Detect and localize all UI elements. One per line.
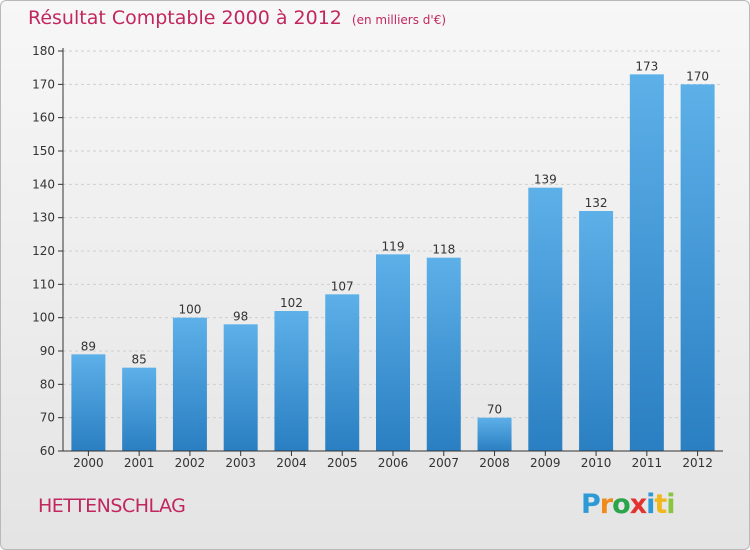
data-label-2006: 119 bbox=[382, 239, 405, 253]
y-tick-label-70: 70 bbox=[40, 411, 55, 425]
data-label-2004: 102 bbox=[280, 296, 303, 310]
chart-subtitle: (en milliers d'€) bbox=[351, 13, 447, 27]
chart-title: Résultat Comptable 2000 à 2012 (en millie… bbox=[28, 7, 446, 29]
x-tick-label-2003: 2003 bbox=[225, 456, 256, 470]
bar-2008 bbox=[477, 417, 512, 451]
y-tick-label-150: 150 bbox=[32, 144, 55, 158]
bar-2004 bbox=[274, 311, 309, 451]
data-label-2005: 107 bbox=[331, 279, 354, 293]
bar-2007 bbox=[426, 257, 461, 451]
y-tick-label-140: 140 bbox=[32, 177, 55, 191]
x-tick-label-2009: 2009 bbox=[530, 456, 561, 470]
data-label-2010: 132 bbox=[585, 196, 608, 210]
proxiti-logo[interactable]: Proxiti bbox=[581, 489, 676, 520]
bar-2012 bbox=[680, 84, 715, 451]
y-tick-label-120: 120 bbox=[32, 244, 55, 258]
bar-2000 bbox=[71, 354, 106, 451]
axes: 60 70 80 90 100 110 120 130 140 150 160 170 180 2000 2… bbox=[32, 44, 723, 470]
y-tick-label-110: 110 bbox=[32, 277, 55, 291]
y-tick-label-80: 80 bbox=[40, 377, 55, 391]
y-tick-label-90: 90 bbox=[40, 344, 55, 358]
data-label-2002: 100 bbox=[178, 303, 201, 317]
y-tick-label-130: 130 bbox=[32, 211, 55, 225]
chart-title-main: Résultat Comptable 2000 à 2012 bbox=[28, 7, 342, 29]
bar-2005 bbox=[325, 294, 360, 451]
y-tick-label-170: 170 bbox=[32, 77, 55, 91]
x-tick-label-2001: 2001 bbox=[124, 456, 155, 470]
data-label-2000: 89 bbox=[81, 339, 96, 353]
data-label-2012: 170 bbox=[686, 69, 709, 83]
x-tick-label-2002: 2002 bbox=[175, 456, 206, 470]
data-label-2001: 85 bbox=[132, 353, 147, 367]
bar-2002 bbox=[172, 317, 207, 451]
bar-2003 bbox=[223, 324, 258, 451]
x-tick-label-2005: 2005 bbox=[327, 456, 358, 470]
data-label-2003: 98 bbox=[233, 309, 248, 323]
y-tick-label-60: 60 bbox=[40, 444, 55, 458]
y-tick-label-180: 180 bbox=[32, 44, 55, 58]
bar-2011 bbox=[629, 74, 664, 451]
y-tick-label-160: 160 bbox=[32, 111, 55, 125]
data-label-2008: 70 bbox=[487, 403, 502, 417]
bars: 89 85 100 98 102 107 119 118 70 139 132 173 170 bbox=[71, 59, 715, 451]
bar-2006 bbox=[376, 254, 410, 451]
x-tick-label-2011: 2011 bbox=[632, 456, 663, 470]
bar-2009 bbox=[528, 187, 563, 451]
y-tick-label-100: 100 bbox=[32, 311, 55, 325]
bar-2010 bbox=[579, 211, 614, 451]
x-tick-label-2000: 2000 bbox=[73, 456, 104, 470]
x-tick-label-2006: 2006 bbox=[378, 456, 409, 470]
data-label-2009: 139 bbox=[534, 173, 557, 187]
x-tick-label-2008: 2008 bbox=[479, 456, 510, 470]
x-tick-label-2012: 2012 bbox=[682, 456, 713, 470]
bar-2001 bbox=[122, 367, 157, 451]
data-label-2007: 118 bbox=[432, 243, 455, 257]
x-tick-label-2004: 2004 bbox=[276, 456, 307, 470]
commune-name: HETTENSCHLAG bbox=[38, 495, 186, 517]
x-tick-label-2010: 2010 bbox=[581, 456, 612, 470]
data-label-2011: 173 bbox=[635, 59, 658, 73]
x-tick-label-2007: 2007 bbox=[428, 456, 459, 470]
